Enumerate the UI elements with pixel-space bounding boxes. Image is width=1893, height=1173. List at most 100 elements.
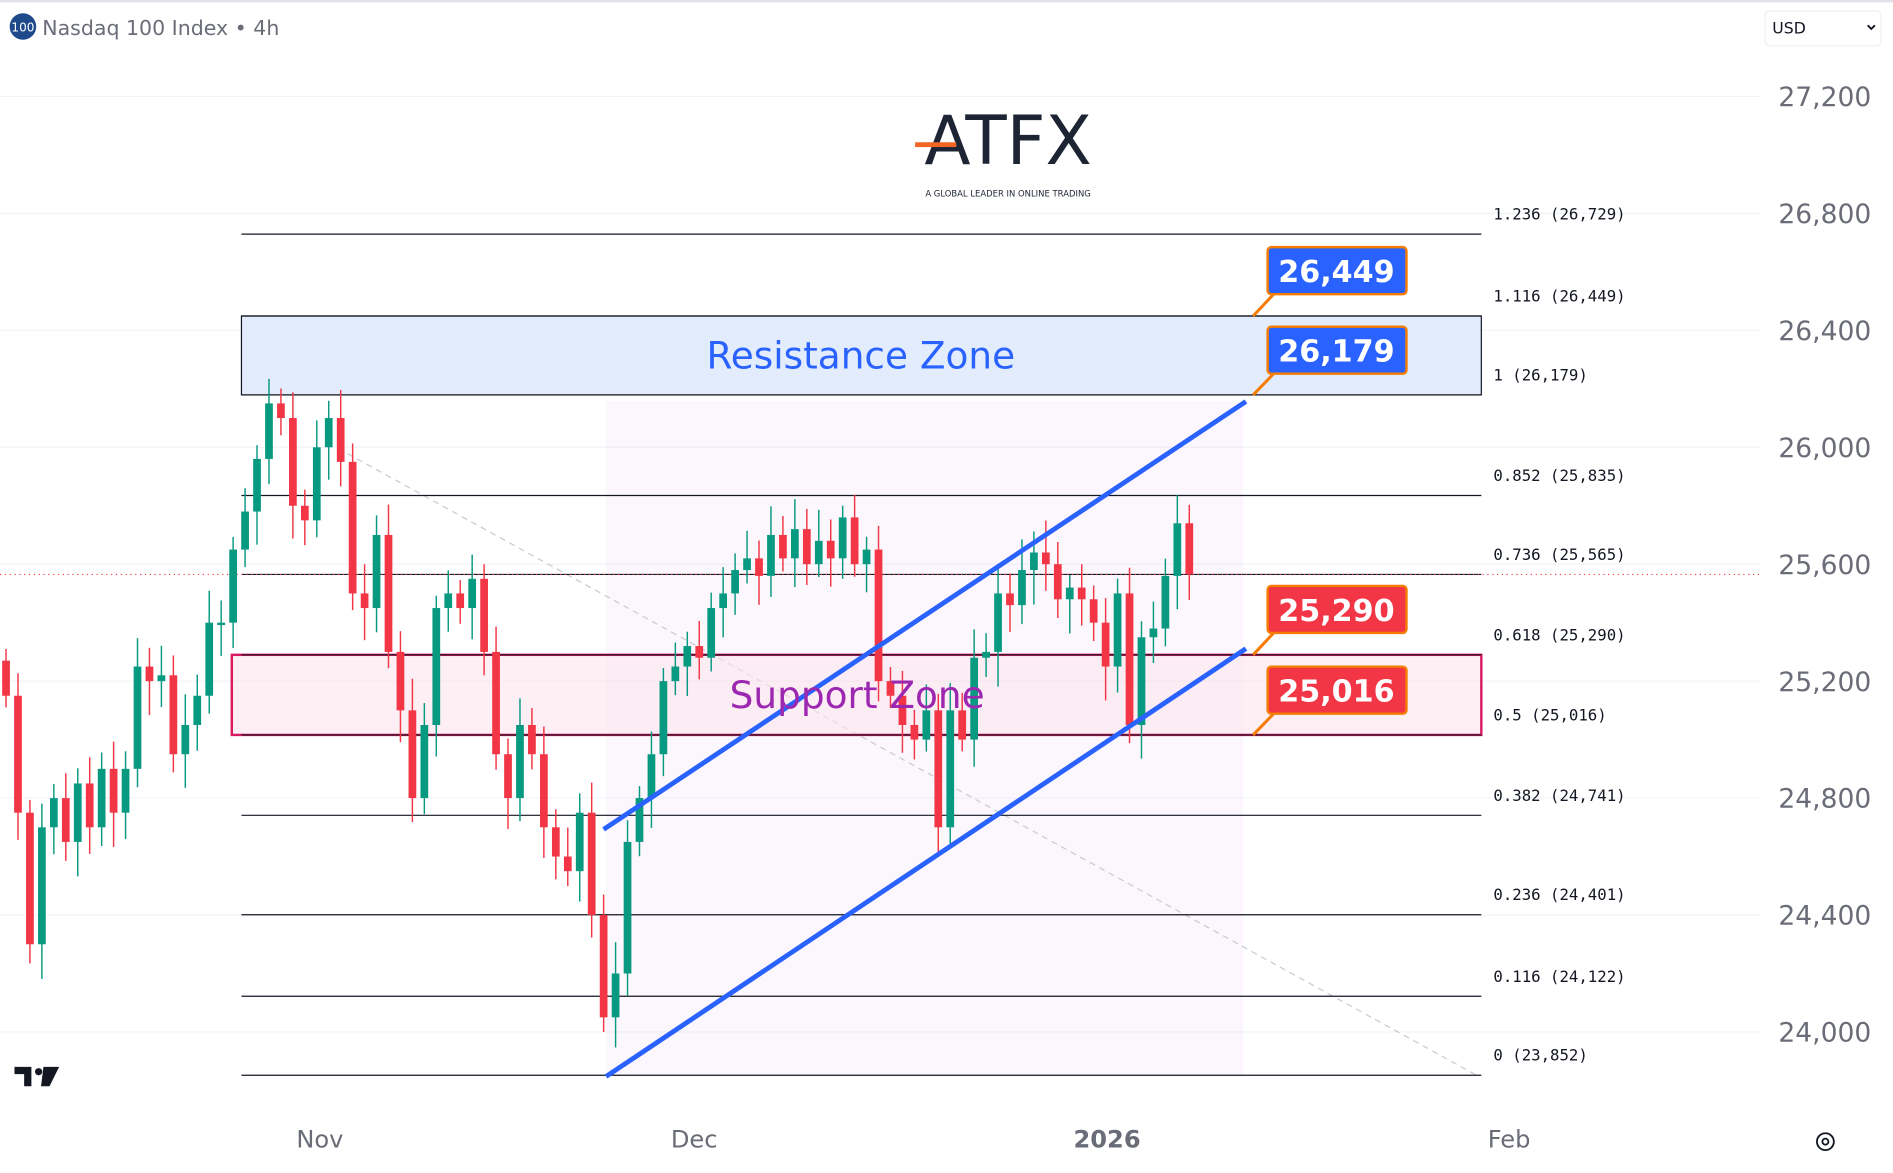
candle	[1053, 541, 1062, 618]
candle	[528, 708, 536, 770]
candle-body	[814, 540, 823, 565]
candle-body	[193, 695, 202, 725]
candle-body	[850, 517, 859, 565]
candle	[2, 648, 10, 708]
candle	[671, 642, 680, 696]
candle	[396, 631, 405, 743]
candle-body	[563, 856, 572, 872]
candle-body	[623, 841, 632, 974]
candle	[647, 731, 656, 828]
price-tag-box[interactable]	[1266, 584, 1408, 635]
candle	[121, 751, 130, 840]
candle	[217, 600, 226, 656]
candle-body	[253, 458, 261, 512]
candle-body	[791, 529, 799, 559]
candle	[14, 673, 22, 840]
price-tick-label: 25,600	[1778, 550, 1871, 581]
candle-body	[874, 549, 883, 682]
candle-body	[1137, 637, 1146, 725]
candle-body	[312, 447, 321, 521]
top-border	[0, 0, 1893, 3]
candle-body	[1006, 593, 1014, 606]
channel-lower-line[interactable]	[604, 646, 1248, 1079]
price-tag-leader	[1252, 372, 1275, 396]
candle	[324, 400, 333, 480]
candle-body	[2, 660, 10, 696]
candle-body	[779, 534, 787, 559]
time-label-nov: Nov	[296, 1126, 343, 1154]
chevron-down-icon	[1867, 24, 1876, 31]
candle-body	[671, 666, 680, 682]
time-label-dec: Dec	[671, 1126, 718, 1154]
candle-body	[133, 666, 142, 769]
currency-select-box[interactable]	[1764, 10, 1882, 47]
candle-body	[49, 798, 58, 828]
candle	[743, 530, 751, 584]
settings-gear-icon[interactable]	[1816, 1132, 1835, 1151]
logo-accent	[915, 142, 957, 148]
fib-level-label: 0.852 (25,835)	[1493, 466, 1625, 485]
candle	[886, 667, 895, 709]
candle-body	[731, 570, 739, 594]
time-axis[interactable]: Nov Dec 2026 Feb	[296, 1126, 1530, 1154]
symbol-badge-text: 100	[11, 20, 34, 34]
currency-select-value: USD	[1772, 19, 1806, 38]
candle	[934, 693, 943, 855]
candle	[946, 683, 955, 847]
tradingview-logo-icon[interactable]	[14, 1066, 60, 1087]
price-tag-box[interactable]	[1266, 245, 1408, 296]
candle	[85, 757, 94, 854]
candle	[1161, 558, 1170, 647]
candle-body	[683, 646, 692, 667]
candle-body	[229, 549, 237, 623]
candle-body	[396, 651, 405, 711]
candle-body	[504, 754, 512, 799]
price-tag-leader	[1252, 712, 1275, 736]
channel-upper-line[interactable]	[602, 399, 1248, 832]
candle-body	[348, 461, 357, 594]
candle	[719, 567, 728, 638]
candle-body	[635, 798, 644, 842]
candle	[181, 694, 190, 788]
candle-body	[145, 666, 154, 682]
candle-body	[946, 710, 955, 828]
candle	[492, 626, 500, 770]
header: 100 Nasdaq 100 Index • 4h	[9, 13, 279, 40]
price-tag-box[interactable]	[1266, 325, 1408, 375]
chart-title[interactable]: Nasdaq 100 Index • 4h	[42, 16, 279, 40]
candle	[205, 590, 214, 714]
currency-select[interactable]: USD	[1764, 10, 1882, 47]
candle-body	[324, 418, 333, 448]
candle	[611, 942, 620, 1048]
candle	[767, 506, 775, 597]
price-tag-leader	[1252, 293, 1275, 318]
candle	[408, 678, 417, 823]
candle	[1149, 601, 1158, 664]
candle-body	[802, 529, 811, 565]
candle	[289, 392, 297, 539]
price-tick-label: 26,800	[1778, 199, 1871, 230]
candle-body	[540, 754, 548, 828]
candle-body	[1030, 552, 1038, 571]
candle	[850, 494, 859, 577]
fib-level-label: 0.736 (25,565)	[1493, 545, 1625, 564]
candle	[958, 692, 967, 752]
candle	[1125, 567, 1134, 744]
candle-body	[277, 403, 285, 419]
candle	[587, 782, 596, 938]
candle	[372, 515, 381, 633]
candle	[982, 633, 990, 678]
symbol-badge-icon	[9, 13, 37, 40]
candle	[420, 703, 429, 815]
candle	[563, 827, 572, 887]
candle	[635, 786, 644, 857]
candle-body	[61, 798, 70, 842]
candle	[312, 420, 321, 538]
price-axis[interactable]: 27,200 26,800 26,400 26,000 25,600 25,200 24,8…	[1778, 82, 1871, 1048]
candle	[791, 499, 799, 588]
candle	[336, 389, 345, 487]
price-tag-box[interactable]	[1266, 665, 1408, 715]
candle-body	[456, 593, 465, 609]
candle	[145, 647, 154, 716]
